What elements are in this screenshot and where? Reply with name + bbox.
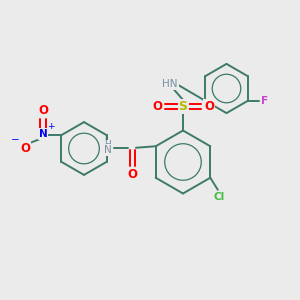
Text: N: N: [39, 129, 47, 139]
Text: HN: HN: [162, 79, 178, 89]
Text: O: O: [127, 168, 137, 181]
Text: O: O: [152, 100, 162, 113]
Text: −: −: [11, 135, 20, 146]
Text: H: H: [104, 140, 111, 149]
Text: Cl: Cl: [214, 192, 225, 202]
Text: S: S: [178, 100, 188, 113]
Text: +: +: [47, 122, 54, 131]
Text: F: F: [261, 96, 268, 106]
Text: N: N: [104, 145, 112, 155]
Text: O: O: [38, 104, 48, 117]
Text: O: O: [20, 142, 30, 155]
Text: O: O: [204, 100, 214, 113]
